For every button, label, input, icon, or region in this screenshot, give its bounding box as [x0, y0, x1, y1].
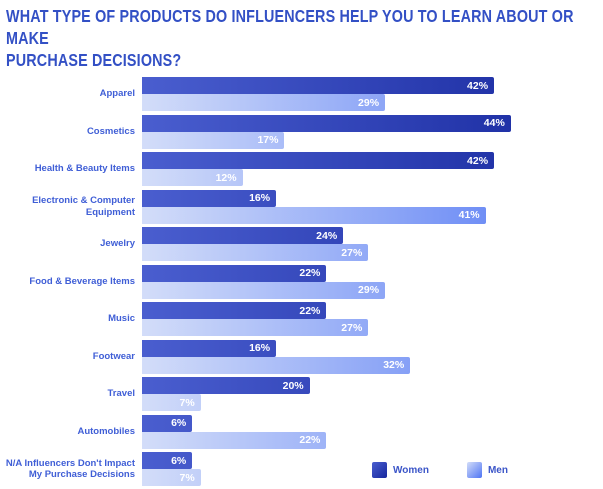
chart-title: WHAT TYPE OF PRODUCTS DO INFLUENCERS HEL… — [6, 6, 603, 72]
bar-women: 16% — [142, 189, 277, 207]
value-label: 12% — [215, 171, 237, 184]
bar-men: 27% — [142, 244, 369, 261]
chart-row: Travel 20% 7% — [0, 377, 603, 411]
chart-row: Cosmetics 44% 17% — [0, 114, 603, 149]
value-label: 17% — [257, 134, 279, 146]
category-label: Footwear — [92, 350, 135, 362]
chart-row: Music 22% 27% — [0, 302, 603, 336]
category-label: Cosmetics — [86, 125, 135, 137]
chart-row: Electronic & Computer Equipment 16% 41% — [0, 189, 603, 224]
value-label: 22% — [299, 434, 321, 446]
value-label: 27% — [341, 246, 363, 259]
bar-men: 41% — [142, 206, 486, 224]
category-label: Electronic & Computer Equipment — [32, 195, 135, 218]
chart-row: N/A Influencers Don't Impact My Purchase… — [0, 452, 603, 486]
chart-title-line-2: PURCHASE DECISIONS? — [6, 49, 182, 70]
bar-women: 20% — [142, 377, 310, 394]
value-label: 24% — [316, 229, 338, 242]
legend-label: Women — [393, 464, 429, 476]
bar-group: 20% 7% — [142, 377, 603, 411]
category-label: Food & Beverage Items — [29, 275, 135, 287]
bar-women: 24% — [142, 227, 344, 244]
value-label: 7% — [179, 396, 195, 409]
legend-item-men: Men — [466, 462, 508, 478]
value-label: 16% — [249, 342, 271, 354]
category-label: Automobiles — [77, 425, 135, 437]
value-label: 6% — [171, 454, 187, 467]
bar-group: 24% 27% — [142, 227, 603, 261]
bar-group: 6% 22% — [142, 414, 603, 449]
category-label: Apparel — [99, 88, 135, 100]
chart-row: Health & Beauty Items 42% 12% — [0, 152, 603, 186]
category-label: Health & Beauty Items — [34, 163, 135, 175]
value-label: 22% — [299, 304, 321, 317]
value-label: 29% — [358, 284, 380, 296]
legend-item-women: Women — [372, 462, 429, 478]
bar-women: 44% — [142, 114, 511, 132]
value-label: 32% — [383, 359, 405, 371]
category-label: N/A Influencers Don't Impact My Purchase… — [5, 457, 135, 480]
legend-swatch-men-icon — [466, 462, 482, 478]
bar-group: 22% 27% — [142, 302, 603, 336]
bar-men: 7% — [142, 394, 201, 411]
bar-men: 29% — [142, 281, 386, 299]
bar-men: 27% — [142, 319, 369, 336]
value-label: 29% — [358, 96, 380, 109]
value-label: 22% — [299, 267, 321, 279]
bar-men: 12% — [142, 169, 243, 186]
bar-women: 22% — [142, 264, 327, 282]
chart-area: Apparel 42% 29% Cosmetics 44% 17% Health & Bea… — [0, 77, 603, 489]
chart-row: Apparel 42% 29% — [0, 77, 603, 111]
chart-row: Food & Beverage Items 22% 29% — [0, 264, 603, 299]
bar-men: 32% — [142, 356, 411, 374]
bar-men: 17% — [142, 131, 285, 149]
legend-swatch-women-icon — [372, 462, 387, 478]
chart-legend: Women Men — [372, 462, 508, 478]
bar-men: 7% — [142, 469, 201, 486]
category-label: Music — [108, 313, 135, 325]
bar-men: 22% — [142, 431, 327, 449]
value-label: 27% — [341, 321, 363, 334]
bar-group: 16% 41% — [142, 189, 603, 224]
bar-group: 22% 29% — [142, 264, 603, 299]
category-label: Travel — [107, 388, 135, 400]
bar-women: 6% — [142, 452, 193, 469]
chart-title-line-1: WHAT TYPE OF PRODUCTS DO INFLUENCERS HEL… — [6, 6, 574, 48]
bar-group: 16% 32% — [142, 339, 603, 374]
chart-row: Automobiles 6% 22% — [0, 414, 603, 449]
bar-men: 29% — [142, 94, 386, 111]
bar-group: 42% 12% — [142, 152, 603, 186]
bar-women: 22% — [142, 302, 327, 319]
bar-women: 42% — [142, 152, 495, 169]
value-label: 41% — [458, 209, 480, 221]
chart-row: Jewelry 24% 27% — [0, 227, 603, 261]
bar-group: 42% 29% — [142, 77, 603, 111]
bar-women: 42% — [142, 77, 495, 94]
value-label: 6% — [171, 417, 187, 429]
value-label: 7% — [179, 471, 195, 484]
bar-women: 6% — [142, 414, 193, 432]
category-label: Jewelry — [100, 238, 135, 250]
value-label: 16% — [249, 192, 271, 204]
legend-label: Men — [487, 464, 508, 476]
value-label: 44% — [483, 117, 505, 129]
chart-rows: Apparel 42% 29% Cosmetics 44% 17% Health & Bea… — [0, 77, 603, 486]
bar-group: 6% 7% — [142, 452, 603, 486]
bar-women: 16% — [142, 339, 277, 357]
chart-row: Footwear 16% 32% — [0, 339, 603, 374]
bar-group: 44% 17% — [142, 114, 603, 149]
value-label: 42% — [467, 154, 489, 167]
value-label: 20% — [282, 379, 304, 392]
value-label: 42% — [467, 79, 489, 92]
